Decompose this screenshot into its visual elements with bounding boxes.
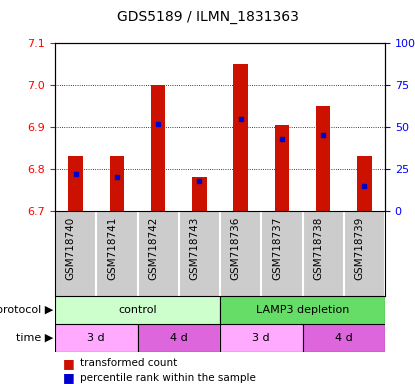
Bar	[137, 324, 220, 352]
Text: GSM718736: GSM718736	[231, 217, 241, 280]
Bar	[220, 324, 303, 352]
Text: GSM718740: GSM718740	[66, 217, 76, 280]
Text: 4 d: 4 d	[335, 333, 353, 343]
Bar	[357, 156, 371, 211]
Bar	[220, 296, 385, 324]
Bar	[192, 177, 207, 211]
Text: 4 d: 4 d	[170, 333, 188, 343]
Text: GSM718737: GSM718737	[272, 217, 282, 280]
Bar	[316, 106, 330, 211]
Bar	[233, 64, 248, 211]
Bar	[275, 125, 289, 211]
Text: percentile rank within the sample: percentile rank within the sample	[80, 372, 256, 382]
Text: GSM718738: GSM718738	[313, 217, 323, 280]
Text: 3 d: 3 d	[252, 333, 270, 343]
Bar	[303, 324, 385, 352]
Text: GSM718743: GSM718743	[189, 217, 199, 280]
Text: time ▶: time ▶	[16, 333, 53, 343]
Bar	[55, 324, 137, 352]
Text: GSM718742: GSM718742	[148, 217, 158, 280]
Text: ■: ■	[63, 357, 75, 370]
Bar	[110, 156, 124, 211]
Bar	[55, 296, 220, 324]
Text: control: control	[118, 305, 157, 315]
Bar	[151, 85, 165, 211]
Text: transformed count: transformed count	[80, 358, 177, 368]
Text: LAMP3 depletion: LAMP3 depletion	[256, 305, 349, 315]
Text: ■: ■	[63, 371, 75, 384]
Text: GSM718741: GSM718741	[107, 217, 117, 280]
Text: GDS5189 / ILMN_1831363: GDS5189 / ILMN_1831363	[117, 10, 298, 24]
Text: protocol ▶: protocol ▶	[0, 305, 53, 315]
Text: 3 d: 3 d	[88, 333, 105, 343]
Text: GSM718739: GSM718739	[354, 217, 364, 280]
Bar	[68, 156, 83, 211]
